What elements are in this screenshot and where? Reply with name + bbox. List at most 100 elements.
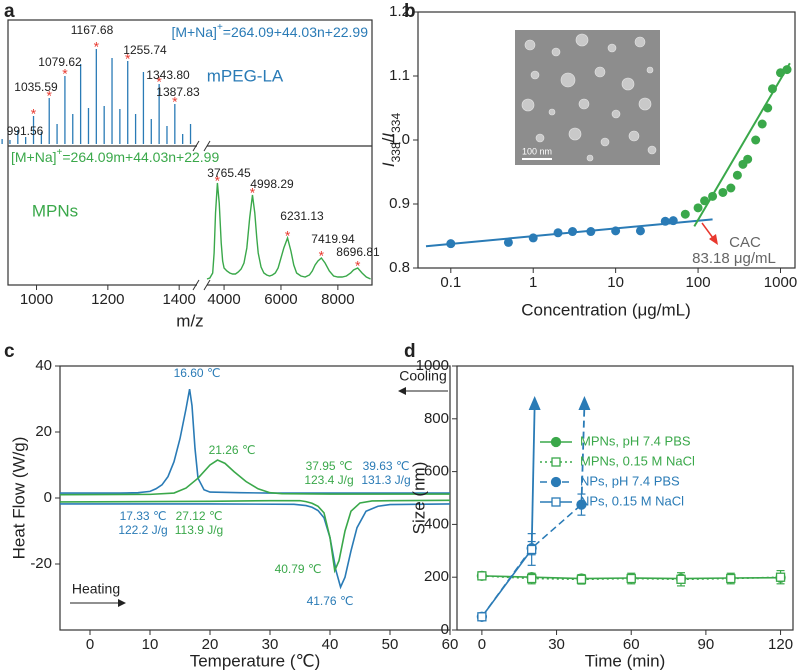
y-tick-label: 200 xyxy=(424,568,449,585)
data-point xyxy=(586,227,596,237)
annotation: Heating xyxy=(72,581,120,597)
marker xyxy=(527,544,537,555)
y-axis-title: I338/I334 xyxy=(379,113,403,168)
annotation: 39.63 ℃ xyxy=(363,459,410,473)
y-tick-label: 1.0 xyxy=(389,131,410,148)
peak-marker: * xyxy=(31,106,37,122)
marker xyxy=(775,572,786,582)
x-tick-label: 10 xyxy=(142,636,159,653)
peak-label: 8696.81 xyxy=(336,245,380,259)
legend-marker xyxy=(550,476,562,488)
x-tick-label: 1200 xyxy=(91,291,124,308)
axis-break xyxy=(192,279,200,291)
annotation-arrow-head xyxy=(709,234,718,245)
legend-marker xyxy=(550,436,562,448)
x-tick-label: 0 xyxy=(86,636,94,653)
y-tick-label: 1.2 xyxy=(389,3,410,20)
inset-scale-label: 100 nm xyxy=(522,146,552,156)
data-point xyxy=(718,187,728,197)
marker xyxy=(576,499,587,510)
peak-marker: * xyxy=(62,66,68,82)
x-tick-label: 10 xyxy=(607,274,624,291)
data-point xyxy=(503,237,513,247)
y-title-sub: 338 xyxy=(389,142,403,162)
marker xyxy=(626,573,636,584)
x-tick-label: 1400 xyxy=(162,291,195,308)
peak-marker: * xyxy=(172,94,178,110)
annotation: 37.95 ℃ xyxy=(306,459,353,473)
data-point xyxy=(553,228,563,238)
peak-label: 1387.83 xyxy=(156,85,200,99)
x-tick-label: 60 xyxy=(442,636,459,653)
heating-arrow-head xyxy=(118,599,126,607)
peak-label: 7419.94 xyxy=(311,232,355,246)
annotation: 113.9 J/g xyxy=(175,523,223,537)
x-tick-label: 20 xyxy=(202,636,219,653)
formula-base: [M+Na] xyxy=(171,24,217,40)
data-point xyxy=(767,84,777,94)
y-title-sub: 334 xyxy=(389,113,403,133)
inset-particles xyxy=(521,33,657,162)
marker xyxy=(527,573,537,584)
data-point xyxy=(751,135,761,145)
inset-background xyxy=(515,30,660,165)
annotation: 122.2 J/g xyxy=(118,523,167,537)
annotation: 41.76 ℃ xyxy=(307,594,354,608)
x-axis-title: m/z xyxy=(176,311,203,330)
marker xyxy=(477,571,487,581)
data-point xyxy=(693,203,703,213)
data-point xyxy=(726,183,736,193)
annotation: 16.60 ℃ xyxy=(174,366,221,380)
peak-marker: * xyxy=(285,228,291,244)
peak-label: 1343.80 xyxy=(146,68,190,82)
y-title-symbol: I xyxy=(379,133,398,138)
formula-sup: + xyxy=(57,147,63,158)
panel-label: d xyxy=(404,341,416,362)
y-tick-label: 600 xyxy=(424,463,449,480)
x-tick-label: 40 xyxy=(322,636,339,653)
x-tick-label: 30 xyxy=(262,636,279,653)
peak-label: 1255.74 xyxy=(123,43,167,57)
legend-label: NPs, pH 7.4 PBS xyxy=(580,473,680,488)
x-tick-label: 30 xyxy=(548,636,565,653)
annotation-arrow xyxy=(701,222,714,239)
y-title-symbol: I xyxy=(379,162,398,167)
marker xyxy=(726,573,736,584)
x-tick-label: 1000 xyxy=(764,274,797,291)
marker xyxy=(676,574,686,584)
legend-label: NPs, 0.15 M NaCl xyxy=(580,493,684,508)
annotation: 17.33 ℃ xyxy=(120,509,167,523)
annotation: 131.3 J/g xyxy=(361,473,410,487)
peak-label: 1167.68 xyxy=(71,23,114,37)
marker xyxy=(477,612,487,622)
data-point xyxy=(660,216,670,226)
legend-label: MPNs, 0.15 M NaCl xyxy=(580,453,695,468)
x-tick-label: 8000 xyxy=(321,291,354,308)
x-tick-label: 60 xyxy=(623,636,640,653)
formula-base: [M+Na] xyxy=(11,149,57,165)
trend-arrow-head xyxy=(578,396,591,410)
legend-marker xyxy=(551,457,561,467)
y-axis-title: Size (nm) xyxy=(409,462,428,535)
y-tick-label: 400 xyxy=(424,515,449,532)
legend-marker xyxy=(551,497,561,507)
data-point xyxy=(446,239,456,249)
data-point xyxy=(611,226,621,236)
peak-marker: * xyxy=(319,248,325,264)
annotation: 83.18 μg/mL xyxy=(692,250,776,267)
peak-marker: * xyxy=(94,39,100,55)
x-tick-label: 1 xyxy=(529,274,537,291)
x-tick-label: 50 xyxy=(382,636,399,653)
axis-break xyxy=(203,279,211,291)
trend-arrow xyxy=(530,403,536,550)
y-tick-label: 0.9 xyxy=(389,195,410,212)
data-point xyxy=(757,119,767,129)
annotation: 21.26 ℃ xyxy=(209,443,256,457)
peak-marker: * xyxy=(355,258,361,274)
data-point xyxy=(668,216,678,226)
y-tick-label: -20 xyxy=(30,555,52,572)
axis-break xyxy=(192,140,200,152)
series-line xyxy=(60,388,450,494)
annotation: 40.79 ℃ xyxy=(275,562,322,576)
